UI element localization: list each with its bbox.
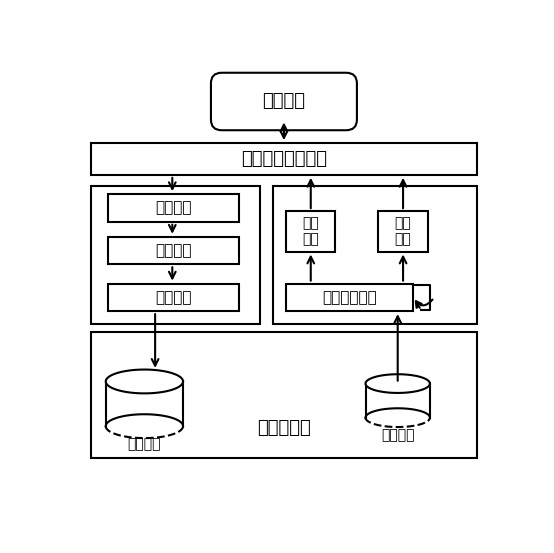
Polygon shape <box>366 384 430 418</box>
FancyBboxPatch shape <box>378 211 428 252</box>
Text: 推理机制模块: 推理机制模块 <box>322 290 377 305</box>
Bar <box>273 186 477 324</box>
Text: 操作用户: 操作用户 <box>263 92 305 111</box>
Text: 故障表征: 故障表征 <box>127 437 161 451</box>
FancyBboxPatch shape <box>108 284 239 311</box>
Text: 故障知识库: 故障知识库 <box>257 419 311 437</box>
Text: 提取模块: 提取模块 <box>155 290 192 305</box>
Polygon shape <box>106 382 183 426</box>
FancyBboxPatch shape <box>108 194 239 222</box>
Text: 诊断
预警: 诊断 预警 <box>394 216 412 247</box>
Polygon shape <box>366 374 430 393</box>
Bar <box>91 186 260 324</box>
FancyBboxPatch shape <box>286 211 336 252</box>
Text: 获取模块: 获取模块 <box>155 243 192 258</box>
FancyBboxPatch shape <box>91 143 477 175</box>
FancyBboxPatch shape <box>211 73 357 131</box>
FancyBboxPatch shape <box>108 237 239 264</box>
Text: 诊断
结果: 诊断 结果 <box>302 216 319 247</box>
Bar <box>91 332 477 458</box>
Polygon shape <box>106 369 183 393</box>
FancyBboxPatch shape <box>286 284 413 311</box>
Text: 管理模块: 管理模块 <box>155 200 192 216</box>
Text: 人机交互接口界面: 人机交互接口界面 <box>241 150 327 168</box>
Text: 故障原因: 故障原因 <box>381 429 414 442</box>
